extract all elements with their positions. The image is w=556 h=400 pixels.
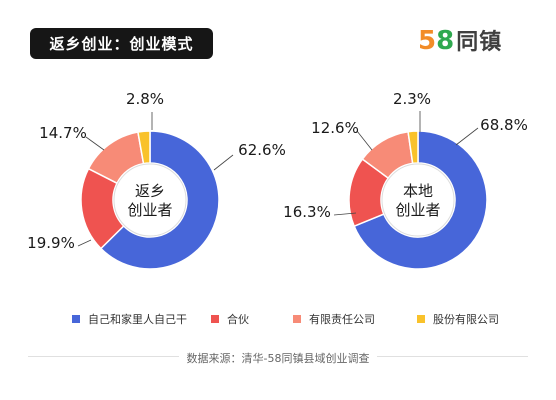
logo-text: 同镇 bbox=[456, 30, 503, 55]
brand-logo: 5 8 同镇 bbox=[418, 28, 502, 54]
donut2-slice-self bbox=[353, 130, 488, 270]
legend-item-llc: 有限责任公司 bbox=[293, 311, 375, 327]
legend-label-self: 自己和家里人自己干 bbox=[88, 313, 187, 326]
logo-digit-5: 5 bbox=[418, 26, 437, 56]
donut1-leader-partnership bbox=[77, 239, 92, 247]
donut2-leader-partnership bbox=[333, 212, 357, 216]
donut1-value-label-llc: 14.7% bbox=[39, 124, 87, 142]
donut2-center bbox=[381, 163, 455, 237]
donut1-slice-joint-stock bbox=[137, 130, 151, 165]
donut2-center-label-line-2: 创业者 bbox=[395, 201, 440, 219]
donut2-center-label-line-1: 本地 bbox=[403, 182, 433, 200]
donut2-leader-llc bbox=[356, 130, 373, 151]
donut2-value-label-joint-stock: 2.3% bbox=[393, 90, 431, 108]
donut2-leader-self bbox=[455, 127, 479, 146]
legend-swatch-self bbox=[72, 315, 80, 323]
donut2-value-label-partnership: 16.3% bbox=[283, 203, 331, 221]
donut1-center bbox=[113, 163, 187, 237]
donut2-slice-joint-stock bbox=[407, 130, 419, 165]
donut1-value-label-self: 62.6% bbox=[238, 141, 286, 159]
legend-label-llc: 有限责任公司 bbox=[309, 313, 375, 326]
donut1-leader-llc bbox=[85, 136, 105, 151]
legend-item-self: 自己和家里人自己干 bbox=[72, 311, 187, 327]
data-source-text: 数据来源：清华-58同镇县域创业调查 bbox=[178, 352, 378, 365]
legend-swatch-llc bbox=[293, 315, 301, 323]
donut1-leader-self bbox=[213, 154, 234, 171]
legend-label-partnership: 合伙 bbox=[227, 313, 249, 326]
legend-swatch-partnership bbox=[211, 315, 219, 323]
legend-label-joint-stock: 股份有限公司 bbox=[433, 313, 499, 326]
donut1-slice-self bbox=[99, 130, 220, 270]
data-source: 数据来源：清华-58同镇县域创业调查 bbox=[0, 352, 556, 373]
donut1-center-label-line-1: 返乡 bbox=[135, 182, 165, 200]
donut1-center-label-line-2: 创业者 bbox=[127, 201, 172, 219]
legend-item-partnership: 合伙 bbox=[211, 311, 249, 327]
donut1-value-label-partnership: 19.9% bbox=[27, 234, 75, 252]
chart-legend: 自己和家里人自己干 合伙 有限责任公司 股份有限公司 bbox=[72, 311, 499, 327]
donut2-value-label-self: 68.8% bbox=[480, 116, 528, 134]
donut2-value-label-llc: 12.6% bbox=[311, 119, 359, 137]
legend-item-joint-stock: 股份有限公司 bbox=[417, 311, 499, 327]
legend-swatch-joint-stock bbox=[417, 315, 425, 323]
chart-title: 返乡创业：创业模式 bbox=[49, 35, 194, 53]
logo-digit-8: 8 bbox=[436, 26, 455, 56]
donut1-value-label-joint-stock: 2.8% bbox=[126, 90, 164, 108]
chart-title-banner: 返乡创业：创业模式 bbox=[30, 28, 213, 59]
